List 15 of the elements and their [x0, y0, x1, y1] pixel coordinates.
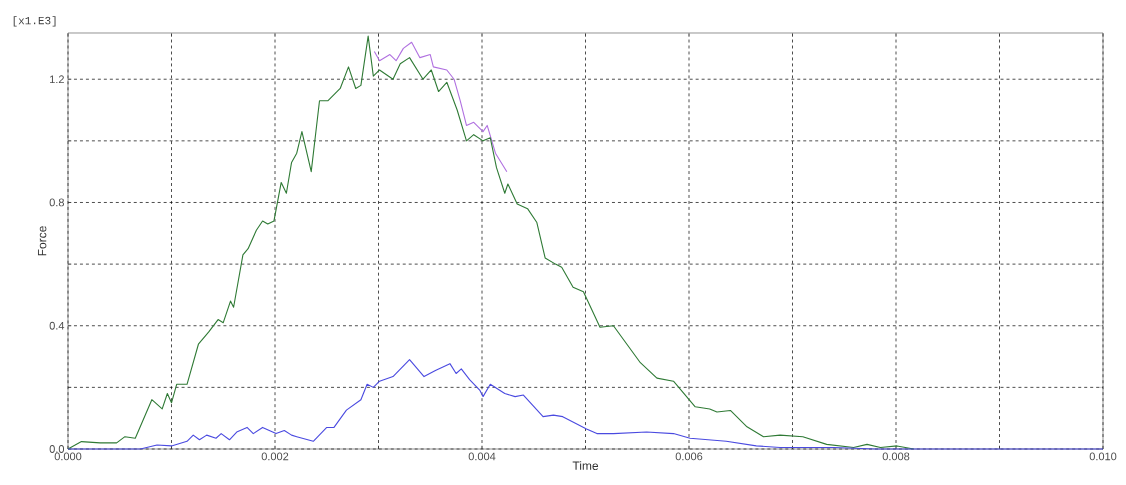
x-tick-label: 0.006 [675, 452, 703, 461]
line-series [373, 41, 508, 173]
text: [x1.E3] [13, 16, 56, 27]
x-tick-label: 0.004 [468, 452, 496, 461]
x-tick-label: 0.000 [54, 452, 82, 461]
y-axis-title: Force [37, 226, 47, 256]
y-tick-label: 0.0 [49, 445, 65, 453]
x-tick-label: 0.002 [261, 452, 289, 461]
x-tick-label: 0.010 [1089, 452, 1117, 461]
x-tick-label: 0.008 [882, 452, 910, 461]
line-series [67, 359, 1104, 450]
y-tick-label: 0.8 [49, 198, 64, 207]
x-axis-title: Time [572, 461, 599, 470]
y-tick-label: 1.2 [50, 75, 64, 84]
y-tick-label: 0.4 [49, 321, 65, 330]
